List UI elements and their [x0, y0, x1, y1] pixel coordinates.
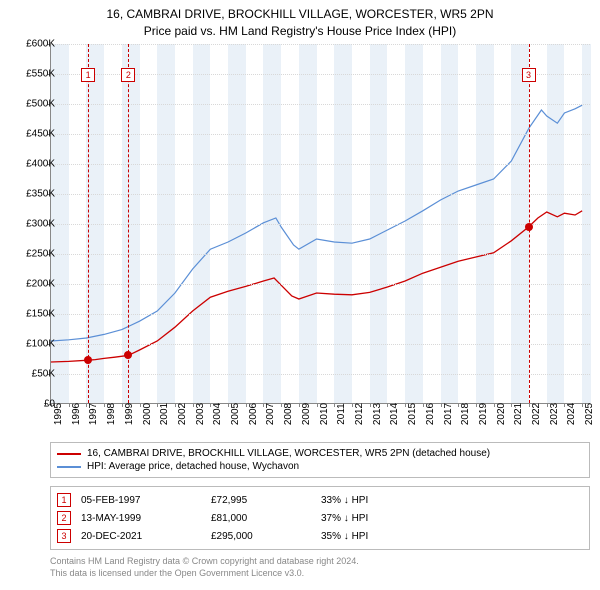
- y-tick-label: £200K: [7, 279, 55, 290]
- sale-marker-1: 1: [57, 493, 71, 507]
- sale-dot: [84, 356, 92, 364]
- sale-pct-1: 33% ↓ HPI: [321, 495, 441, 506]
- title-address: 16, CAMBRAI DRIVE, BROCKHILL VILLAGE, WO…: [0, 6, 600, 23]
- sale-row-2: 2 13-MAY-1999 £81,000 37% ↓ HPI: [57, 509, 583, 527]
- y-tick-label: £450K: [7, 129, 55, 140]
- y-tick-label: £350K: [7, 189, 55, 200]
- legend-row-hpi: HPI: Average price, detached house, Wych…: [57, 460, 583, 473]
- y-tick-label: £50K: [7, 369, 55, 380]
- sale-price-1: £72,995: [211, 495, 311, 506]
- x-tick-label: 1996: [71, 403, 82, 425]
- y-tick-label: £250K: [7, 249, 55, 260]
- x-tick-label: 2018: [460, 403, 471, 425]
- footer-line1: Contains HM Land Registry data © Crown c…: [50, 556, 359, 568]
- x-tick-label: 2013: [372, 403, 383, 425]
- sale-marker-2: 2: [57, 511, 71, 525]
- sale-dot: [124, 351, 132, 359]
- x-tick-label: 2017: [443, 403, 454, 425]
- x-tick-label: 2015: [407, 403, 418, 425]
- sales-table: 1 05-FEB-1997 £72,995 33% ↓ HPI 2 13-MAY…: [50, 486, 590, 550]
- sale-pct-3: 35% ↓ HPI: [321, 531, 441, 542]
- x-tick-label: 2001: [159, 403, 170, 425]
- series-property: [51, 211, 582, 362]
- y-tick-label: £100K: [7, 339, 55, 350]
- x-tick-label: 1997: [88, 403, 99, 425]
- x-tick-label: 2014: [389, 403, 400, 425]
- footer-line2: This data is licensed under the Open Gov…: [50, 568, 359, 580]
- y-tick-label: £400K: [7, 159, 55, 170]
- sale-price-3: £295,000: [211, 531, 311, 542]
- legend-label-property: 16, CAMBRAI DRIVE, BROCKHILL VILLAGE, WO…: [87, 448, 490, 459]
- sale-row-3: 3 20-DEC-2021 £295,000 35% ↓ HPI: [57, 527, 583, 545]
- legend-box: 16, CAMBRAI DRIVE, BROCKHILL VILLAGE, WO…: [50, 442, 590, 478]
- x-tick-label: 2022: [531, 403, 542, 425]
- chart-marker-box: 2: [121, 68, 135, 82]
- x-tick-label: 2005: [230, 403, 241, 425]
- chart-marker-box: 3: [522, 68, 536, 82]
- title-block: 16, CAMBRAI DRIVE, BROCKHILL VILLAGE, WO…: [0, 0, 600, 42]
- legend-swatch-property: [57, 453, 81, 455]
- legend-label-hpi: HPI: Average price, detached house, Wych…: [87, 461, 299, 472]
- x-tick-label: 2003: [195, 403, 206, 425]
- x-tick-label: 2024: [566, 403, 577, 425]
- legend-swatch-hpi: [57, 466, 81, 468]
- x-tick-label: 2012: [354, 403, 365, 425]
- x-tick-label: 2000: [142, 403, 153, 425]
- x-tick-label: 2010: [319, 403, 330, 425]
- x-tick-label: 2002: [177, 403, 188, 425]
- legend-row-property: 16, CAMBRAI DRIVE, BROCKHILL VILLAGE, WO…: [57, 447, 583, 460]
- x-tick-label: 2021: [513, 403, 524, 425]
- x-tick-label: 2020: [496, 403, 507, 425]
- y-tick-label: £600K: [7, 39, 55, 50]
- x-tick-label: 2004: [212, 403, 223, 425]
- x-tick-label: 2025: [584, 403, 595, 425]
- sale-dot: [525, 223, 533, 231]
- sale-date-1: 05-FEB-1997: [81, 495, 201, 506]
- x-tick-label: 2007: [265, 403, 276, 425]
- footer-attribution: Contains HM Land Registry data © Crown c…: [50, 556, 359, 579]
- x-tick-label: 1998: [106, 403, 117, 425]
- chart-marker-box: 1: [81, 68, 95, 82]
- y-tick-label: £0: [7, 399, 55, 410]
- sale-date-2: 13-MAY-1999: [81, 513, 201, 524]
- sale-date-3: 20-DEC-2021: [81, 531, 201, 542]
- sale-pct-2: 37% ↓ HPI: [321, 513, 441, 524]
- y-tick-label: £150K: [7, 309, 55, 320]
- title-subtitle: Price paid vs. HM Land Registry's House …: [0, 23, 600, 40]
- x-tick-label: 2016: [425, 403, 436, 425]
- sale-price-2: £81,000: [211, 513, 311, 524]
- y-tick-label: £500K: [7, 99, 55, 110]
- x-tick-label: 2006: [248, 403, 259, 425]
- y-tick-label: £550K: [7, 69, 55, 80]
- chart-container: 16, CAMBRAI DRIVE, BROCKHILL VILLAGE, WO…: [0, 0, 600, 590]
- x-tick-label: 1995: [53, 403, 64, 425]
- sale-row-1: 1 05-FEB-1997 £72,995 33% ↓ HPI: [57, 491, 583, 509]
- x-tick-label: 2008: [283, 403, 294, 425]
- y-tick-label: £300K: [7, 219, 55, 230]
- x-tick-label: 2011: [336, 403, 347, 425]
- sale-marker-3: 3: [57, 529, 71, 543]
- x-tick-label: 1999: [124, 403, 135, 425]
- x-tick-label: 2009: [301, 403, 312, 425]
- x-tick-label: 2023: [549, 403, 560, 425]
- x-tick-label: 2019: [478, 403, 489, 425]
- chart-plot-area: 1 2 3: [50, 44, 590, 404]
